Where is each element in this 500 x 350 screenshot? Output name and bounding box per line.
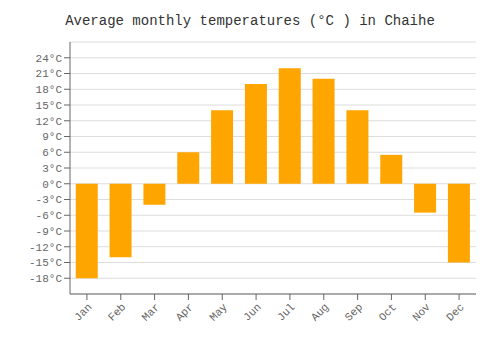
- svg-text:12°C: 12°C: [36, 116, 63, 128]
- svg-text:Mar: Mar: [140, 301, 162, 323]
- svg-text:-6°C: -6°C: [36, 210, 63, 222]
- svg-text:9°C: 9°C: [42, 131, 62, 143]
- svg-text:Nov: Nov: [410, 301, 433, 324]
- svg-text:Dec: Dec: [444, 301, 466, 323]
- svg-text:May: May: [207, 301, 230, 324]
- svg-text:Jan: Jan: [72, 301, 94, 323]
- svg-text:3°C: 3°C: [42, 163, 62, 175]
- svg-text:-15°C: -15°C: [29, 257, 62, 269]
- svg-text:Jun: Jun: [241, 301, 263, 323]
- svg-text:-12°C: -12°C: [29, 242, 62, 254]
- svg-text:15°C: 15°C: [36, 100, 63, 112]
- svg-text:Feb: Feb: [106, 301, 128, 323]
- svg-text:24°C: 24°C: [36, 53, 63, 65]
- svg-text:6°C: 6°C: [42, 147, 62, 159]
- svg-text:-3°C: -3°C: [36, 194, 63, 206]
- svg-text:0°C: 0°C: [42, 179, 62, 191]
- svg-text:Aug: Aug: [309, 301, 331, 323]
- svg-text:-18°C: -18°C: [29, 273, 62, 285]
- svg-text:Apr: Apr: [174, 301, 196, 323]
- svg-text:-9°C: -9°C: [36, 226, 63, 238]
- html-text:Average monthly temperatures (: Average monthly temperatures (°C ) in Ch…: [65, 13, 435, 29]
- svg-text:Jul: Jul: [275, 301, 297, 323]
- svg-text:18°C: 18°C: [36, 84, 63, 96]
- svg-text:21°C: 21°C: [36, 68, 63, 80]
- svg-text:Oct: Oct: [377, 301, 399, 323]
- svg-text:Sep: Sep: [343, 301, 365, 323]
